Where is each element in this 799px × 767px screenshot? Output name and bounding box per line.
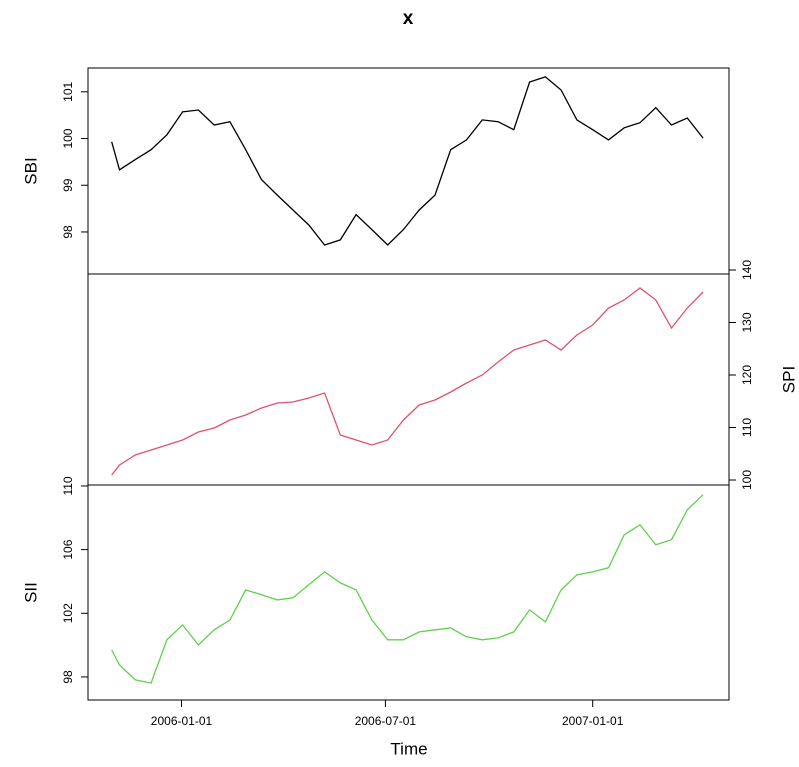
y-axis-label: SII [21, 582, 40, 603]
y-tick-label: 106 [61, 539, 75, 559]
y-tick-label: 98 [61, 225, 75, 239]
x-tick-label: 2007-01-01 [562, 714, 624, 728]
y-tick-label: 110 [740, 418, 754, 437]
y-tick-label: 98 [61, 670, 75, 684]
y-tick-label: 99 [61, 178, 75, 192]
y-tick-label: 102 [61, 603, 75, 623]
x-tick-label: 2006-07-01 [355, 714, 417, 728]
x-axis-label: Time [390, 739, 427, 758]
x-tick-label: 2006-01-01 [151, 714, 213, 728]
panel-frame [87, 484, 730, 701]
y-tick-label: 140 [740, 260, 754, 280]
panel-frame [87, 67, 730, 275]
panel-frame [87, 273, 730, 486]
y-tick-label: 130 [740, 312, 754, 332]
series-line [111, 494, 704, 684]
series-line [111, 287, 704, 476]
y-tick-label: 120 [740, 365, 754, 385]
y-tick-label: 100 [740, 470, 754, 490]
series-line [111, 76, 704, 246]
chart-title: x [403, 8, 414, 29]
y-axis-label: SPI [779, 366, 798, 393]
y-tick-label: 101 [61, 81, 75, 101]
y-axis-label: SBI [21, 157, 40, 184]
y-tick-label: 110 [61, 476, 75, 495]
y-tick-label: 100 [61, 128, 75, 148]
